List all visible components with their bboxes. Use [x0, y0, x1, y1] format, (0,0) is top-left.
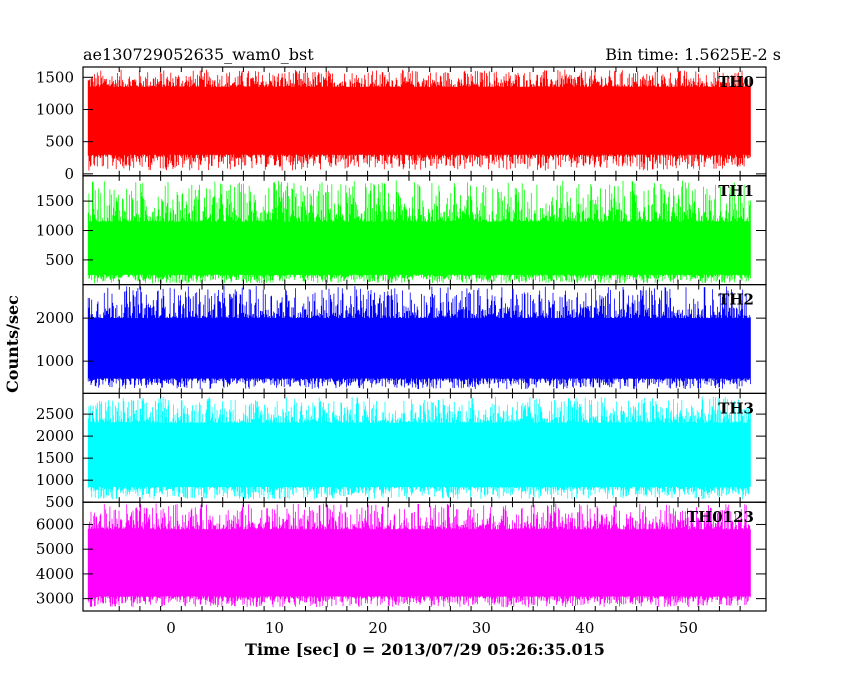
y-tick-label: 2000 — [36, 309, 74, 327]
y-tick-label: 5000 — [36, 540, 74, 558]
y-tick-label: 1500 — [36, 449, 74, 467]
series-trace-th0123 — [87, 503, 751, 608]
panel-th1: 500 1000 1500 TH1 — [36, 175, 767, 286]
panel-label: TH2 — [718, 291, 754, 309]
x-tick-label: 10 — [265, 619, 284, 637]
y-tick-label: 6000 — [36, 515, 74, 533]
panel-label: TH0123 — [687, 508, 754, 526]
chart-subtitle: Bin time: 1.5625E-2 s — [605, 45, 781, 64]
x-axis-label: Time [sec] 0 = 2013/07/29 05:26:35.015 — [245, 640, 605, 659]
y-axis-label: Counts/sec — [3, 295, 22, 393]
y-tick-label: 1000 — [36, 352, 74, 370]
panel-th0123: 3000 4000 5000 6000 TH0123 — [36, 501, 767, 612]
y-tick-label: 1000 — [36, 471, 74, 489]
x-tick-label: 30 — [472, 619, 491, 637]
y-tick-label: 1000 — [36, 221, 74, 239]
x-tick-label: 40 — [575, 619, 594, 637]
panel-label: TH1 — [718, 182, 754, 200]
y-tick-label: 2500 — [36, 405, 74, 423]
y-tick-label: 500 — [45, 493, 74, 511]
y-tick-label: 3000 — [36, 590, 74, 608]
y-tick-label: 0 — [64, 165, 74, 183]
series-trace-th0 — [87, 69, 751, 171]
y-tick-label: 2000 — [36, 427, 74, 445]
series-trace-th3 — [87, 396, 751, 500]
panel-label: TH3 — [718, 399, 754, 417]
y-tick-label: 1500 — [36, 68, 74, 86]
panel-th3: 500 1000 1500 2000 2500 TH3 — [36, 392, 767, 511]
panel-label: TH0 — [718, 73, 754, 91]
y-tick-label: 1500 — [36, 192, 74, 210]
chart-title: ae130729052635_wam0_bst — [83, 45, 314, 64]
y-tick-label: 4000 — [36, 565, 74, 583]
x-tick-label: 0 — [166, 619, 176, 637]
panel-th0: 0 500 1000 1500 TH0 — [36, 66, 767, 183]
series-trace-th2 — [87, 285, 751, 390]
panel-frame — [82, 501, 767, 612]
x-tick-label: 20 — [368, 619, 387, 637]
y-tick-label: 1000 — [36, 100, 74, 118]
panel-th2: 1000 2000 TH2 — [36, 284, 767, 395]
series-trace-th1 — [87, 180, 751, 284]
x-tick-label: 50 — [679, 619, 698, 637]
y-tick-label: 500 — [45, 251, 74, 269]
y-tick-label: 500 — [45, 133, 74, 151]
